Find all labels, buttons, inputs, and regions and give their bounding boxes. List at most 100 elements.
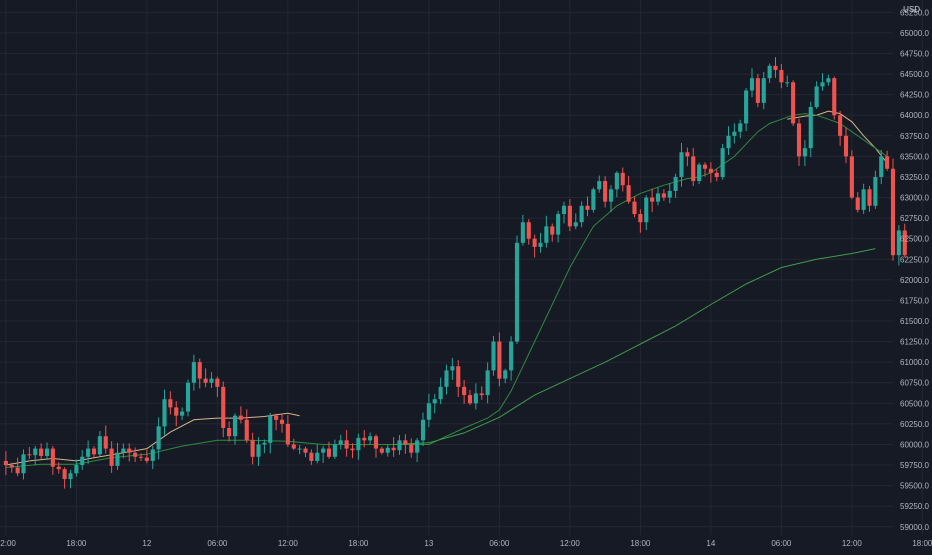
candle-up — [426, 403, 431, 420]
x-tick-label: 18:00 — [66, 539, 87, 548]
candle-up — [473, 393, 478, 404]
candle-up — [726, 135, 731, 149]
candle-down — [685, 152, 690, 157]
candle-down — [796, 123, 802, 157]
candle-up — [608, 189, 614, 202]
candle-down — [285, 423, 290, 445]
y-tick-label: 62250.0 — [900, 255, 929, 264]
candle-down — [702, 164, 708, 169]
candle-down — [50, 448, 55, 467]
candle-up — [879, 156, 884, 177]
candle-up — [896, 230, 901, 256]
candle-down — [650, 197, 655, 202]
x-tick-label: 06:00 — [207, 539, 228, 548]
candle-up — [732, 131, 737, 136]
candle-down — [567, 205, 572, 227]
candle-down — [391, 447, 396, 451]
candle-up — [385, 447, 390, 453]
y-tick-label: 63500.0 — [900, 152, 929, 161]
candle-down — [138, 456, 144, 458]
candle-down — [603, 181, 608, 202]
candle-down — [585, 205, 590, 210]
candle-up — [655, 193, 661, 202]
candle-up — [814, 86, 819, 107]
candle-down — [403, 440, 408, 445]
x-tick-label: 12:00 — [0, 539, 16, 548]
candle-up — [614, 172, 619, 190]
candle-up — [749, 78, 755, 91]
candle-down — [197, 362, 202, 379]
candle-up — [556, 214, 561, 235]
grid — [0, 0, 923, 535]
candle-down — [303, 448, 308, 453]
candle-down — [379, 448, 384, 453]
moving-average-line-1 — [787, 110, 888, 164]
x-tick-label: 12:00 — [842, 539, 863, 548]
candle-down — [550, 226, 555, 235]
candle-up — [432, 399, 437, 404]
candle-down — [849, 156, 854, 198]
candle-up — [332, 444, 337, 457]
candle-down — [532, 238, 537, 247]
time-axis[interactable]: 12:00 18:00 12 06:00 12:00 18:00 13 06:00 12:00 1… — [0, 539, 932, 548]
candle-up — [86, 448, 91, 457]
candle-down — [144, 457, 149, 461]
y-tick-label: 64000.0 — [900, 111, 929, 120]
candle-down — [638, 214, 643, 223]
candle-down — [215, 378, 220, 387]
candle-up — [514, 242, 520, 342]
candle-up — [191, 362, 196, 383]
candle-up — [450, 366, 455, 371]
y-tick-label: 65250.0 — [900, 8, 929, 17]
price-axis[interactable]: 59000.0 59250.0 59500.0 59750.0 60000.0 60250… — [900, 8, 929, 531]
candle-up — [415, 440, 420, 453]
candle-up — [321, 448, 326, 453]
candle-up — [738, 123, 743, 132]
candle-up — [538, 242, 543, 247]
candle-up — [262, 442, 267, 445]
candle-down — [632, 201, 637, 214]
candle-up — [438, 386, 443, 400]
candle-down — [350, 448, 355, 451]
candle-down — [462, 386, 467, 396]
candle-down — [362, 437, 367, 441]
candle-up — [744, 90, 749, 124]
candle-down — [9, 465, 14, 468]
candle-up — [544, 226, 549, 243]
candle-down — [91, 448, 97, 455]
candle-up — [561, 205, 567, 214]
candle-down — [791, 82, 796, 124]
x-tick-label: 06:00 — [771, 539, 792, 548]
candle-down — [238, 415, 243, 420]
y-tick-label: 61250.0 — [900, 338, 929, 347]
candle-down — [309, 452, 314, 461]
y-tick-label: 60750.0 — [900, 379, 929, 388]
candle-up — [667, 190, 672, 198]
y-tick-label: 61750.0 — [900, 296, 929, 305]
candle-down — [714, 172, 719, 177]
candle-down — [174, 407, 179, 416]
candle-down — [133, 452, 138, 457]
candle-up — [485, 370, 490, 396]
candle-up — [232, 415, 238, 437]
candle-up — [44, 448, 50, 456]
candle-down — [526, 222, 531, 239]
candle-up — [368, 436, 373, 441]
y-tick-label: 65000.0 — [900, 29, 929, 38]
candle-down — [456, 366, 461, 387]
x-tick-label: 18:00 — [912, 539, 932, 548]
candle-down — [885, 156, 890, 169]
candle-down — [838, 115, 843, 136]
y-tick-label: 59000.0 — [900, 523, 929, 532]
candle-down — [221, 386, 226, 428]
y-tick-label: 63000.0 — [900, 194, 929, 203]
candle-down — [103, 436, 108, 449]
candle-up — [315, 452, 320, 461]
candle-up — [97, 436, 102, 455]
candle-down — [626, 185, 631, 202]
candle-down — [497, 341, 502, 379]
moving-average-line-3 — [393, 248, 876, 445]
y-tick-label: 62500.0 — [900, 235, 929, 244]
